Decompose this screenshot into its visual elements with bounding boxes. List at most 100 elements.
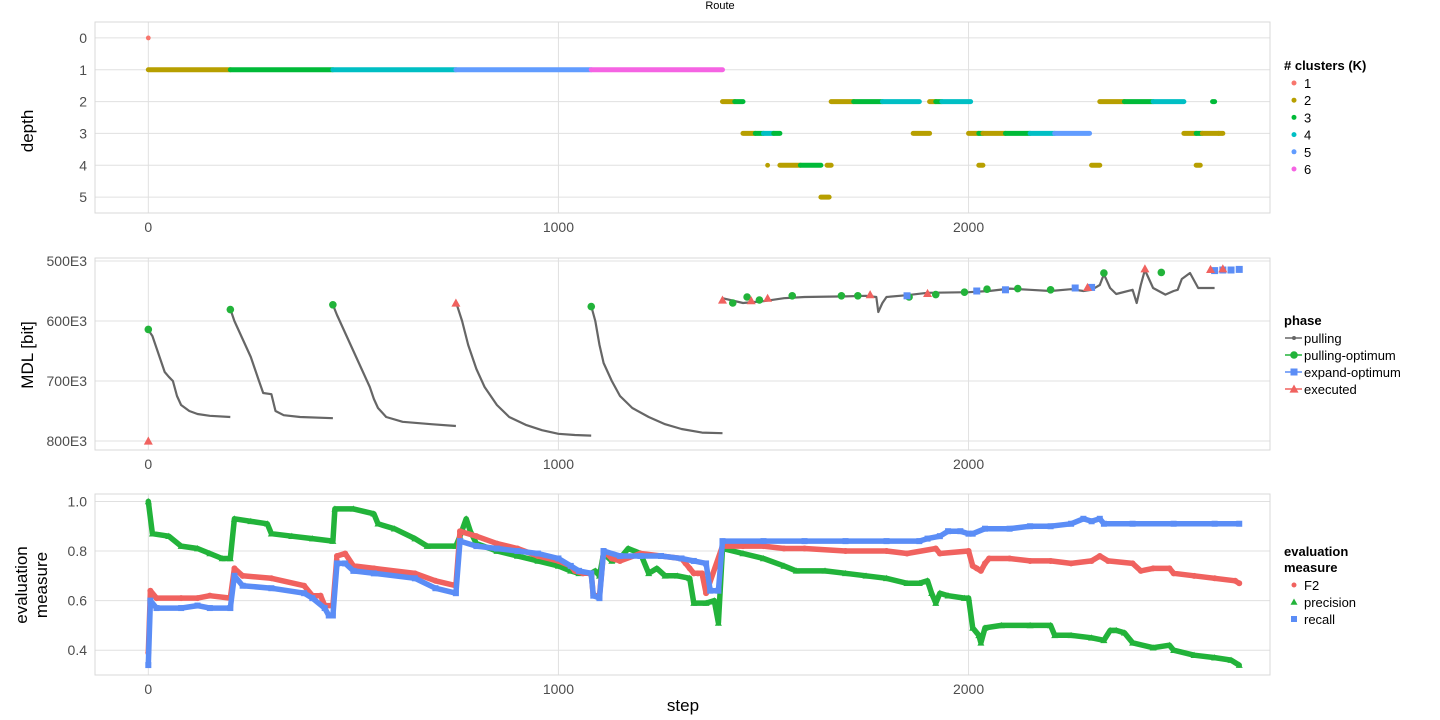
recall-point xyxy=(843,538,849,544)
cluster-legend-label: 5 xyxy=(1304,145,1311,160)
evaluation-legend-label: recall xyxy=(1304,612,1335,627)
recall-point xyxy=(1007,526,1013,532)
cluster-legend-label: 6 xyxy=(1304,162,1311,177)
recall-point xyxy=(588,570,594,576)
f2-point xyxy=(1130,560,1136,566)
evaluation-x-tick-label: 2000 xyxy=(953,681,984,697)
executed-point xyxy=(866,290,875,298)
recall-point xyxy=(1101,521,1107,527)
phase-legend-title: phase xyxy=(1284,313,1322,328)
depth-axis-title: depth xyxy=(18,110,37,153)
cluster-legend-key xyxy=(1292,149,1297,154)
recall-point xyxy=(1089,518,1095,524)
f2-point xyxy=(1089,558,1095,564)
recall-point xyxy=(568,563,574,569)
recall-point xyxy=(970,531,976,537)
f2-point xyxy=(982,560,988,566)
depth-y-tick-label: 0 xyxy=(79,30,87,46)
f2-point xyxy=(342,551,348,557)
recall-point xyxy=(231,573,237,579)
recall-point xyxy=(658,553,664,559)
pulling-optimum-point xyxy=(854,292,862,300)
pulling-optimum-point xyxy=(756,296,764,304)
f2-point xyxy=(937,551,943,557)
evaluation-legend-key xyxy=(1291,599,1298,605)
clusters-legend-title: # clusters (K) xyxy=(1284,58,1366,73)
cluster-legend-label: 1 xyxy=(1304,76,1311,91)
f2-point xyxy=(781,546,787,552)
depth-x-tick-label: 2000 xyxy=(953,219,984,235)
mdl-x-tick-label: 0 xyxy=(144,456,152,472)
depth-y-tick-label: 1 xyxy=(79,62,87,78)
pulling-optimum-point xyxy=(1014,285,1022,293)
evaluation-y-tick-label: 0.8 xyxy=(68,543,88,559)
cluster-legend-key xyxy=(1292,81,1297,86)
recall-point xyxy=(178,605,184,611)
recall-point xyxy=(884,538,890,544)
pulling-optimum-point xyxy=(838,292,846,300)
recall-point xyxy=(1130,521,1136,527)
f2-point xyxy=(1105,558,1111,564)
step-axis-title: step xyxy=(667,696,699,715)
evaluation-x-tick-label: 1000 xyxy=(543,681,574,697)
phase-legend-key xyxy=(1291,369,1298,376)
expand-optimum-point xyxy=(1002,286,1009,293)
chart-title: Route xyxy=(705,0,734,12)
evaluation-legend-title-line: evaluation xyxy=(1284,544,1348,559)
recall-point xyxy=(802,538,808,544)
depth-x-tick-label: 1000 xyxy=(543,219,574,235)
mdl-y-tick-label: 700E3 xyxy=(47,373,88,389)
evaluation-legend-key xyxy=(1291,616,1297,622)
recall-point xyxy=(937,533,943,539)
f2-point xyxy=(687,565,693,571)
mdl-panel: 0 1000 2000 500E3 600E3 700E3 800E3 xyxy=(47,253,1270,472)
f2-point xyxy=(1171,570,1177,576)
recall-point xyxy=(719,538,725,544)
evaluation-legend-key xyxy=(1292,583,1297,588)
f2-point xyxy=(1150,565,1156,571)
pulling-optimum-point xyxy=(932,291,940,299)
f2-point xyxy=(154,595,160,601)
f2-point xyxy=(301,583,307,589)
recall-point xyxy=(309,595,315,601)
recall-point xyxy=(207,605,213,611)
pulling-optimum-point xyxy=(1100,269,1108,277)
recall-point xyxy=(453,590,459,596)
f2-point xyxy=(473,533,479,539)
f2-point xyxy=(334,553,340,559)
evaluation-legend-title: evaluation measure xyxy=(1284,544,1348,575)
depth-x-tick-label: 0 xyxy=(144,219,152,235)
pulling-line xyxy=(333,305,456,426)
recall-point xyxy=(1048,523,1054,529)
f2-point xyxy=(978,568,984,574)
f2-point xyxy=(802,546,808,552)
phase-legend-key xyxy=(1292,336,1296,340)
pulling-line xyxy=(148,330,230,417)
recall-point xyxy=(601,548,607,554)
depth-y-tick-label: 4 xyxy=(79,157,87,173)
evaluation-panel: 0 1000 2000 0.4 0.6 0.8 1.0 xyxy=(68,493,1270,697)
phase-legend-label: expand-optimum xyxy=(1304,365,1401,380)
clusters-legend: # clusters (K)123456 xyxy=(1284,58,1366,177)
f2-point xyxy=(1138,568,1144,574)
recall-point xyxy=(596,595,602,601)
recall-point xyxy=(268,585,274,591)
f2-point xyxy=(457,528,463,534)
f2-point xyxy=(195,595,201,601)
pulling-optimum-point xyxy=(587,303,595,311)
f2-point xyxy=(986,555,992,561)
recall-point xyxy=(432,585,438,591)
recall-point xyxy=(195,603,201,609)
recall-point xyxy=(707,588,713,594)
pulling-optimum-point xyxy=(729,299,737,307)
recall-point xyxy=(322,605,328,611)
f2-point xyxy=(240,573,246,579)
recall-point xyxy=(145,662,151,668)
recall-point xyxy=(494,546,500,552)
f2-point xyxy=(1097,553,1103,559)
recall-point xyxy=(691,558,697,564)
f2-point xyxy=(1048,558,1054,564)
recall-point xyxy=(590,593,596,599)
f2-point xyxy=(966,548,972,554)
expand-optimum-point xyxy=(973,288,980,295)
